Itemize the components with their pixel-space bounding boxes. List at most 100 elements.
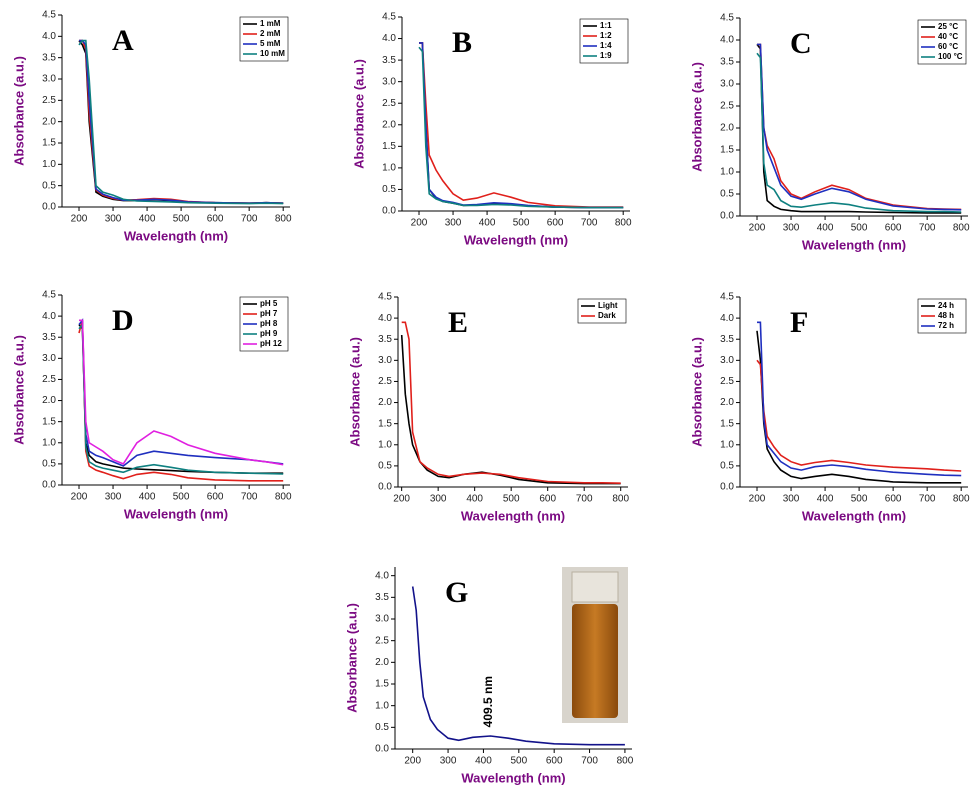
y-tick-label: 2.0 [375,657,389,668]
y-tick-label: 4.0 [720,313,734,324]
x-tick-label: 500 [173,492,190,503]
x-tick-label: 500 [513,218,530,229]
y-axis-label: Absorbance (a.u.) [11,335,26,445]
x-tick-label: 200 [404,756,421,767]
y-tick-label: 3.5 [42,332,56,343]
y-tick-label: 4.0 [378,313,392,324]
y-tick-label: 4.5 [42,10,56,21]
x-tick-label: 200 [71,492,88,503]
vial-photo [562,567,628,723]
spectrum-line [79,39,284,205]
y-axis-label: Absorbance (a.u.) [689,337,704,447]
x-tick-label: 800 [275,492,292,503]
panel: 0.0 0.5 1.0 1.5 2.0 2.5 3.0 3.5 4.0 4.5 200 300 400 5… [689,292,970,524]
legend-label: Light [598,301,618,310]
y-tick-label: 1.0 [720,439,734,450]
x-tick-label: 600 [885,223,902,234]
y-tick-label: 4.0 [375,570,389,581]
spectrum-line [78,320,284,482]
x-tick-label: 300 [105,492,122,503]
x-axis-label: Wavelength (nm) [461,508,565,523]
spectrum-line [78,40,284,205]
y-tick-label: 1.0 [378,439,392,450]
y-axis-label: Absorbance (a.u.) [344,603,359,713]
x-tick-label: 500 [510,756,527,767]
y-tick-label: 3.0 [720,79,734,90]
y-tick-label: 1.5 [382,141,396,152]
x-tick-label: 300 [440,756,457,767]
x-tick-label: 300 [783,223,800,234]
y-tick-label: 2.5 [42,374,56,385]
spectrum-line [756,359,962,472]
panel-letter: E [448,306,468,339]
panel: 0.0 0.5 1.0 1.5 2.0 2.5 3.0 3.5 4.0 200 300 400 500 6… [344,567,634,785]
x-tick-label: 700 [581,218,598,229]
panel-letter: G [445,576,468,609]
panel: 0.0 0.5 1.0 1.5 2.0 2.5 3.0 3.5 4.0 4.5 200 300 400 5… [11,10,292,244]
y-tick-label: 1.5 [378,418,392,429]
spectrum-line [418,46,624,209]
x-tick-label: 400 [817,494,834,505]
x-tick-label: 800 [615,218,632,229]
x-tick-label: 200 [411,218,428,229]
y-tick-label: 2.5 [42,95,56,106]
y-tick-label: 2.5 [720,376,734,387]
legend-box [577,298,627,324]
y-axis-label: Absorbance (a.u.) [11,56,26,166]
y-tick-label: 3.0 [375,614,389,625]
legend-label: 2 mM [260,29,281,38]
x-tick-label: 300 [105,214,122,225]
legend-label: 72 h [938,321,954,330]
y-tick-label: 4.5 [720,292,734,303]
y-tick-label: 4.0 [42,31,56,42]
y-tick-label: 0.5 [720,461,734,472]
panel: 0.0 0.5 1.0 1.5 2.0 2.5 3.0 3.5 4.0 4.5 200 300 400 5… [347,292,629,524]
y-tick-label: 0.0 [42,480,56,491]
y-tick-label: 4.0 [42,311,56,322]
y-tick-label: 4.5 [720,13,734,24]
spectrum-line [400,334,621,485]
legend-label: 10 mM [260,49,285,58]
y-tick-label: 4.5 [382,12,396,23]
y-tick-label: 1.5 [375,679,389,690]
spectrum-line [757,43,962,211]
y-tick-label: 0.5 [375,722,389,733]
y-tick-label: 2.0 [720,397,734,408]
y-tick-label: 1.5 [720,418,734,429]
x-tick-label: 800 [617,756,634,767]
legend-label: 25 °C [938,22,958,31]
y-tick-label: 4.0 [382,33,396,44]
x-tick-label: 400 [479,218,496,229]
spectrum-line [78,322,284,475]
legend-label: 48 h [938,311,954,320]
spectrum-line [757,43,962,211]
spectrum-line [757,321,962,477]
legend-label: 60 °C [938,42,958,51]
x-tick-label: 600 [207,214,224,225]
y-tick-label: 2.0 [720,123,734,134]
legend-label: pH 8 [260,319,278,328]
panel-letter: F [790,306,808,339]
y-tick-label: 0.5 [382,184,396,195]
x-tick-label: 700 [919,494,936,505]
y-tick-label: 1.5 [42,416,56,427]
x-tick-label: 400 [139,492,156,503]
panel: 0.0 0.5 1.0 1.5 2.0 2.5 3.0 3.5 4.0 4.5 200 300 400 5… [689,13,970,253]
y-tick-label: 3.5 [382,55,396,66]
legend-label: pH 12 [260,339,282,348]
spectrum-line [79,319,284,466]
y-tick-label: 3.0 [382,76,396,87]
x-tick-label: 500 [851,494,868,505]
y-tick-label: 4.5 [42,290,56,301]
spectrum-line [419,42,624,208]
spectrum-line [78,39,284,205]
y-tick-label: 1.0 [382,163,396,174]
y-tick-label: 3.5 [720,334,734,345]
y-tick-label: 2.0 [382,119,396,130]
spectrum-line [79,39,284,205]
x-tick-label: 700 [576,494,593,505]
y-tick-label: 4.0 [720,35,734,46]
x-tick-label: 600 [207,492,224,503]
spectrum-line [401,321,621,484]
